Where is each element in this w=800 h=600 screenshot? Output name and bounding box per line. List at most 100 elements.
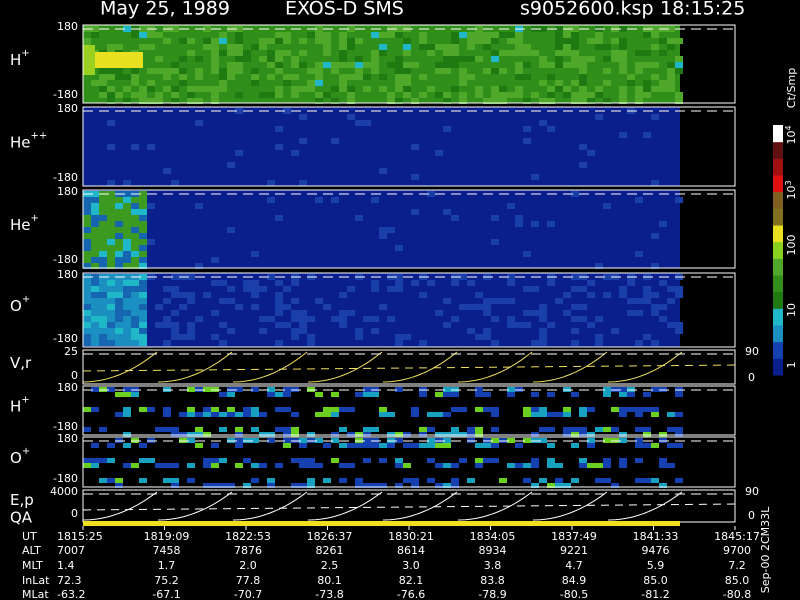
pixel [115,316,123,322]
cell: 1845:17 [714,530,760,543]
tick-label: 180 [57,432,78,445]
cell: 1837:49 [551,530,597,543]
pixel [603,44,611,50]
pixel [523,310,531,316]
pixel [635,251,643,257]
pixel [155,98,163,104]
pixel [635,340,643,346]
pixel [299,138,307,144]
pixel [555,50,563,56]
pixel [227,227,235,233]
pixel [83,407,91,412]
pixel [539,26,547,32]
pixel [227,62,235,68]
cell: 1.4 [57,559,75,572]
side-note: Sep-00 2CM33L [759,506,772,593]
pixel [235,56,243,62]
pixel [579,86,587,92]
pixel [163,463,171,468]
pixel [163,298,171,304]
pixel [83,227,91,233]
pixel [595,114,603,120]
pixel [427,443,435,448]
pixel [227,298,235,304]
pixel [435,150,443,156]
panel-frame [82,272,736,348]
pixel [531,310,539,316]
pixel [403,80,411,86]
pixel [491,316,499,322]
pixel [347,74,355,80]
pixel [539,407,547,412]
pixel [403,50,411,56]
pixel [147,144,155,150]
pixel [579,162,587,168]
pixel [99,458,107,463]
pixel [171,92,179,98]
pixel [323,44,331,50]
pixel [243,286,251,292]
pixel [635,197,643,203]
pixel [283,80,291,86]
pixel [299,38,307,44]
qa-label: QA [10,509,33,527]
dashed-line [82,503,736,511]
tick-label: 180 [57,268,78,281]
pixel [195,412,203,417]
pixel [275,392,283,397]
pixel [283,304,291,310]
pixel [299,180,307,186]
pixel [363,74,371,80]
pixel [675,62,683,68]
pixel [667,286,675,292]
colorbar-cell [773,225,783,243]
pixel [243,407,251,412]
pixel [459,56,467,62]
pixel [371,280,379,286]
pixel [91,257,99,263]
dashed-line [82,364,736,372]
pixel [323,407,331,412]
pixel [307,334,315,340]
pixel [91,286,99,292]
hot-spot [95,52,143,68]
pixel [491,68,499,74]
pixel [483,328,491,334]
pixel [171,478,179,483]
pixel [491,215,499,221]
pixel [171,86,179,92]
pixel [83,280,91,286]
pixel [515,92,523,98]
pixel [187,274,195,280]
pixel [123,310,131,316]
pixel [515,62,523,68]
pixel [675,98,683,104]
pixel [379,74,387,80]
pixel [315,438,323,443]
pixel [643,334,651,340]
pixel [419,92,427,98]
pixel [531,392,539,397]
pixel [275,427,283,432]
pixel [395,334,403,340]
pixel [571,38,579,44]
pixel [475,443,483,448]
colorbar-cell [773,158,783,176]
pixel [235,50,243,56]
pixel [443,209,451,215]
pixel [275,50,283,56]
pixel [571,50,579,56]
pixel [419,32,427,38]
pixel [467,280,475,286]
pixel [99,478,107,483]
pixel [555,463,563,468]
pixel [139,310,147,316]
colorbar-cell [773,275,783,293]
pixel [635,50,643,56]
pixel [339,292,347,298]
pixel [291,56,299,62]
colorbar-cell [773,341,783,359]
pixel [99,215,107,221]
pixel [635,458,643,463]
pixel [355,56,363,62]
